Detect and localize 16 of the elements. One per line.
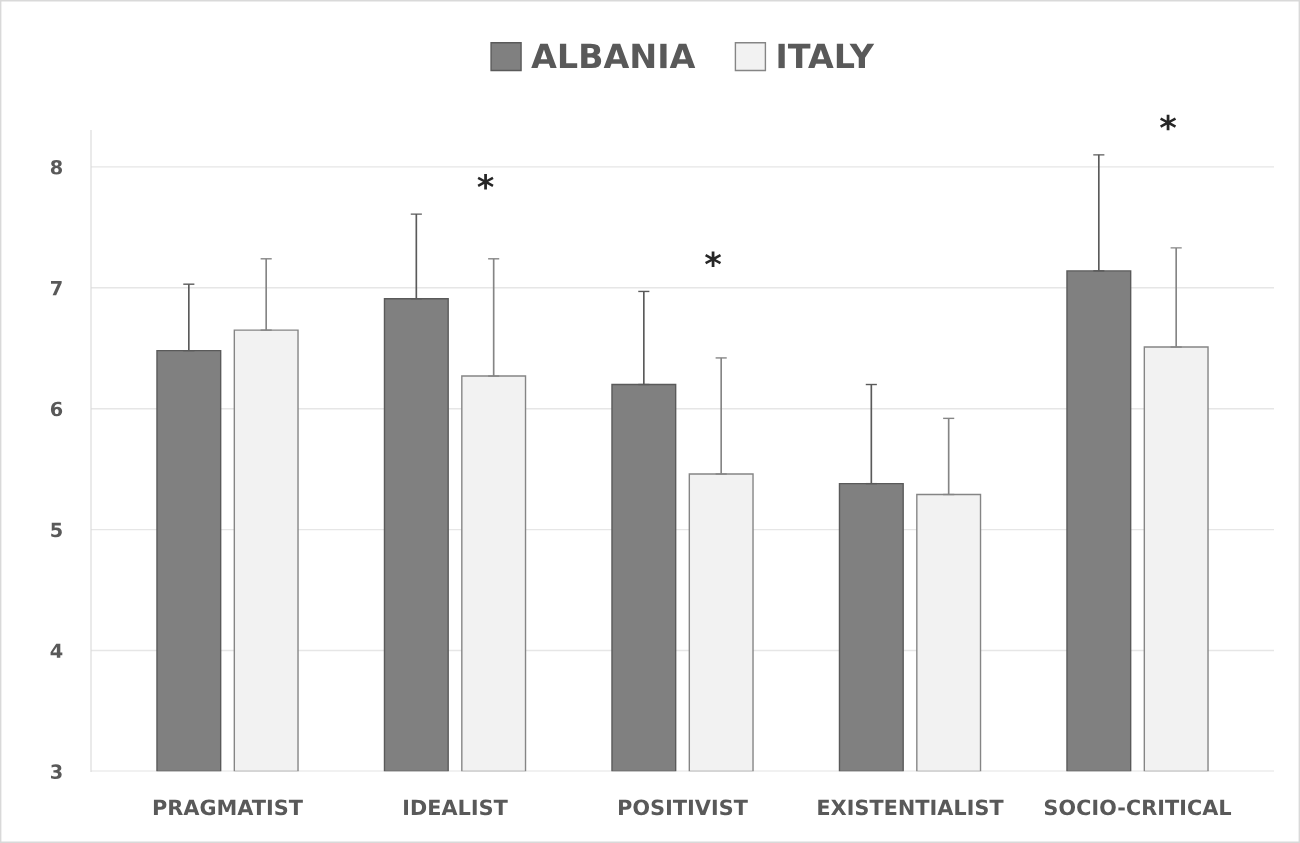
x-tick-label: PRAGMATIST [153,799,303,816]
y-tick-label: 5 [51,522,62,538]
x-tick-label: IDEALIST [404,799,508,816]
legend-label: ALBANIA [531,43,696,69]
x-tick-label: EXISTENTIALIST [818,799,1004,816]
y-tick-label: 3 [50,764,62,780]
y-tick-label: 7 [50,281,62,296]
annotation: * [705,251,722,267]
y-tick-label: 4 [50,643,63,658]
text: * [1160,114,1177,131]
y-tick-label: 8 [50,159,63,175]
legend-label: ITALY [778,43,875,69]
annotation: * [477,174,494,190]
x-tick-label: POSITIVIST [619,799,748,816]
x-tick-label: SOCIO-CRITICAL [1044,799,1232,816]
y-tick-label: 6 [50,401,63,417]
